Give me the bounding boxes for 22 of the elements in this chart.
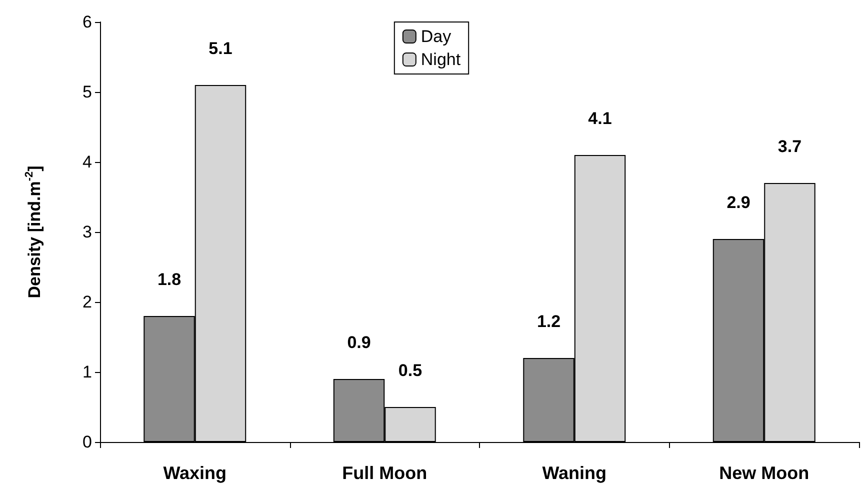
data-label: 2.9 [726, 193, 750, 212]
x-tick-label: Full Moon [342, 463, 428, 483]
y-tick-label: 5 [82, 82, 92, 102]
x-tick-label: Waning [542, 463, 607, 483]
data-label: 5.1 [208, 39, 232, 58]
y-tick-label: 6 [82, 12, 92, 32]
y-tick-label: 0 [82, 432, 92, 452]
legend-label: Day [420, 27, 452, 46]
y-tick-label: 3 [82, 222, 92, 242]
legend-label: Night [420, 50, 461, 69]
data-label: 4.1 [588, 109, 612, 128]
data-label: 0.5 [398, 361, 422, 380]
data-label: 3.7 [778, 137, 802, 156]
data-label: 1.2 [536, 312, 561, 331]
y-tick-label: 4 [82, 152, 92, 172]
x-tick-label: New Moon [719, 463, 810, 483]
y-tick-label: 2 [82, 292, 92, 312]
data-label: 0.9 [347, 333, 371, 352]
x-tick-label: Waxing [163, 463, 227, 483]
y-tick-label: 1 [82, 362, 92, 382]
y-axis-title: Density [ind.m-2] [24, 166, 44, 298]
data-label: 1.8 [157, 270, 182, 289]
